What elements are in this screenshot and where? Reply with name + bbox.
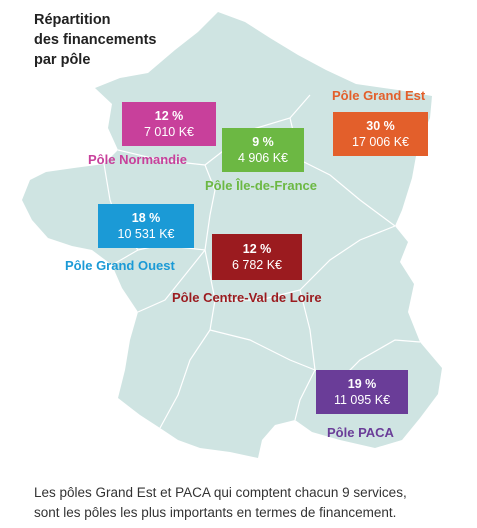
caption: Les pôles Grand Est et PACA qui comptent…	[34, 483, 407, 523]
pole-grand-est-box: 30 % 17 006 K€	[333, 112, 428, 156]
pole-grand-est-amount: 17 006 K€	[352, 135, 409, 149]
pole-centre-val-de-loire-label: Pôle Centre-Val de Loire	[172, 290, 322, 305]
pole-centre-val-de-loire-box: 12 % 6 782 K€	[212, 234, 302, 280]
title-line-1: Répartition	[34, 12, 111, 28]
pole-paca-amount: 11 095 K€	[333, 393, 391, 407]
pole-grand-ouest-box: 18 % 10 531 K€	[98, 204, 194, 248]
pole-normandie-label: Pôle Normandie	[88, 152, 187, 167]
caption-line-1: Les pôles Grand Est et PACA qui comptent…	[34, 485, 407, 500]
pole-paca-box: 19 % 11 095 K€	[316, 370, 408, 414]
region-borders	[103, 94, 421, 429]
pole-ile-de-france-amount: 4 906 K€	[237, 151, 289, 165]
caption-line-2: sont les pôles les plus importants en te…	[34, 505, 397, 520]
title-line-2: des financements	[34, 32, 157, 48]
pole-paca-percent: 19 %	[347, 377, 377, 391]
pole-grand-est-percent: 30 %	[366, 119, 395, 133]
pole-grand-ouest-percent: 18 %	[131, 211, 161, 225]
pole-grand-ouest-amount: 10 531 K€	[117, 227, 175, 241]
pole-normandie-box: 12 % 7 010 K€	[122, 102, 216, 146]
pole-normandie-amount: 7 010 K€	[143, 125, 195, 139]
pole-grand-ouest-label: Pôle Grand Ouest	[65, 258, 175, 273]
pole-ile-de-france-percent: 9 %	[252, 135, 274, 149]
pole-centre-val-de-loire-amount: 6 782 K€	[231, 258, 283, 272]
title-line-3: par pôle	[34, 52, 91, 68]
pole-grand-est-label: Pôle Grand Est	[332, 88, 426, 103]
map-title: Répartition des financements par pôle	[34, 10, 157, 70]
pole-centre-val-de-loire-percent: 12 %	[242, 242, 272, 256]
pole-paca-label: Pôle PACA	[327, 425, 394, 440]
pole-ile-de-france-box: 9 % 4 906 K€	[222, 128, 304, 172]
pole-normandie-percent: 12 %	[154, 109, 184, 123]
pole-ile-de-france-label: Pôle Île-de-France	[205, 178, 317, 193]
